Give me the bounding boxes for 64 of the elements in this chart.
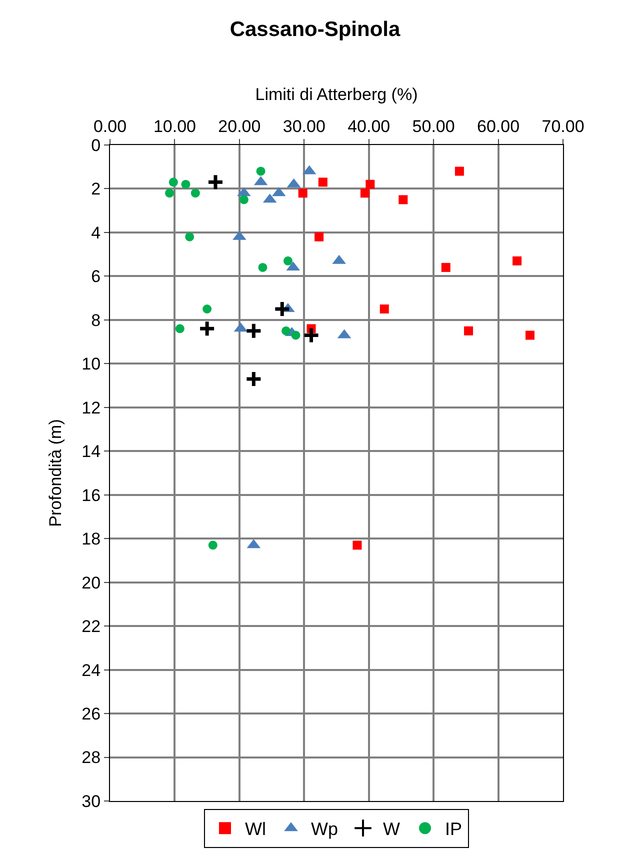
x-tick-label: 40.00	[348, 117, 390, 136]
y-tick-label: 24	[82, 660, 101, 680]
point	[175, 324, 184, 334]
y-tick-label: 30	[82, 792, 101, 811]
y-axis-title: Profondità (m)	[46, 419, 66, 527]
legend-label: W	[383, 819, 400, 840]
y-tick-label: 6	[91, 267, 101, 286]
point	[454, 166, 464, 176]
legend-label: IP	[445, 819, 462, 840]
legend-label: Wl	[245, 819, 266, 840]
point	[291, 330, 300, 340]
point	[360, 188, 370, 198]
x-tick-label: 70.00	[542, 117, 584, 136]
y-tick-label: 16	[82, 486, 101, 505]
chart-title: Cassano-Spinola	[230, 18, 400, 42]
point	[256, 166, 266, 176]
y-tick-label: 0	[91, 136, 101, 155]
point	[273, 300, 291, 318]
point	[318, 178, 328, 187]
point	[366, 180, 375, 189]
x-tick-label: 60.00	[477, 117, 520, 136]
point	[244, 370, 262, 388]
point	[208, 540, 218, 550]
y-tick-label: 14	[82, 442, 101, 462]
y-tick-label: 18	[82, 530, 101, 549]
point	[283, 256, 292, 266]
point	[512, 256, 522, 266]
y-tick-label: 8	[91, 310, 101, 330]
y-tick-label: 12	[82, 398, 101, 418]
x-tick-label: 0.00	[93, 117, 127, 136]
point	[282, 326, 291, 336]
y-tick-label: 20	[82, 573, 101, 592]
point	[464, 326, 474, 336]
point	[185, 232, 194, 242]
point	[298, 188, 308, 198]
point	[244, 322, 262, 340]
y-tick-label: 10	[82, 354, 101, 374]
y-tick-label: 22	[82, 617, 101, 636]
point	[168, 178, 178, 187]
x-axis-title: Limiti di Atterberg (%)	[255, 84, 418, 104]
x-tick-label: 30.00	[282, 117, 326, 136]
point	[190, 188, 200, 198]
point	[441, 262, 450, 272]
point	[258, 262, 268, 272]
point	[302, 326, 320, 344]
legend-label: Wp	[311, 819, 338, 840]
point	[380, 304, 389, 314]
point	[314, 232, 324, 242]
point	[181, 180, 190, 189]
x-tick-label: 50.00	[412, 117, 455, 136]
point	[198, 320, 216, 338]
point	[165, 188, 174, 198]
point	[526, 330, 534, 340]
x-tick-label: 10.00	[153, 117, 196, 136]
y-tick-label: 26	[82, 704, 101, 724]
y-tick-label: 2	[91, 180, 101, 199]
point	[239, 195, 248, 204]
x-tick-label: 20.00	[218, 117, 261, 136]
y-tick-label: 28	[82, 748, 101, 768]
point	[352, 540, 362, 550]
point	[202, 304, 212, 314]
y-tick-label: 4	[91, 223, 101, 242]
point	[206, 173, 224, 191]
point	[398, 195, 408, 204]
